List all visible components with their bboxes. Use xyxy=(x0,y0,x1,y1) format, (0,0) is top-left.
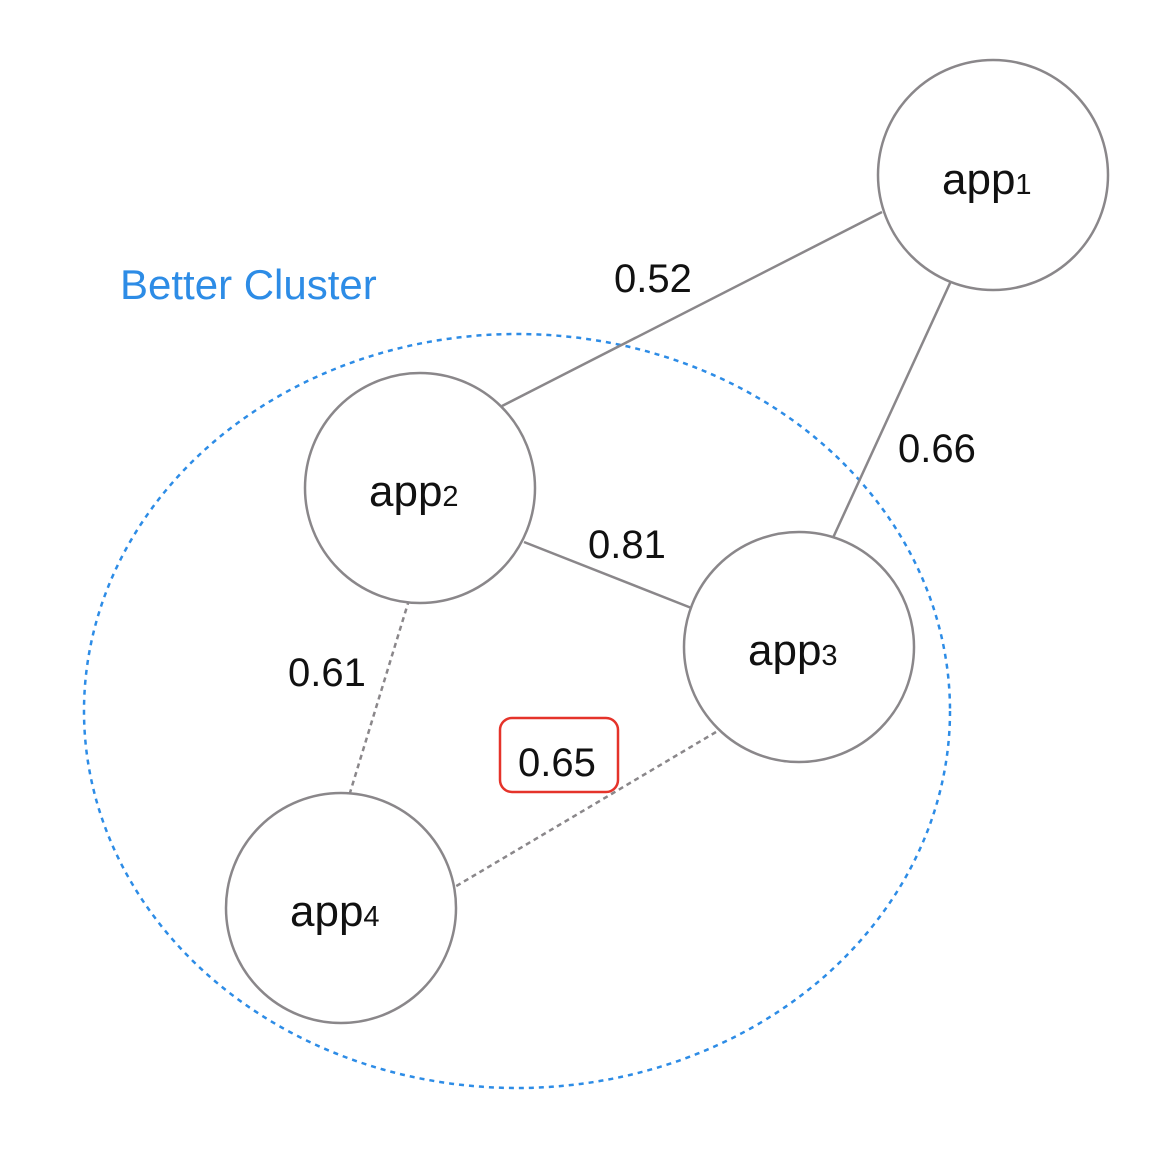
edge-app2-app4 xyxy=(347,599,411,797)
node-app2-subscript: 2 xyxy=(442,481,458,513)
svg-text:app1: app1 xyxy=(942,155,1032,204)
node-app1: app1 xyxy=(876,58,1110,292)
edge-app2-app3 xyxy=(523,540,695,611)
weight-app1-app3: 0.66 xyxy=(898,427,976,471)
node-app4-label: app xyxy=(290,887,363,936)
node-app4: app4 xyxy=(224,791,458,1025)
node-app1-subscript: 1 xyxy=(1015,169,1031,201)
weight-app1-app2: 0.52 xyxy=(614,257,692,301)
better-cluster-boundary xyxy=(82,332,952,1090)
edge-app1-app3 xyxy=(830,280,953,541)
weight-app2-app3: 0.81 xyxy=(588,523,666,567)
node-app2: app2 xyxy=(303,371,537,605)
svg-text:app2: app2 xyxy=(369,467,459,516)
node-app1-label: app xyxy=(942,155,1015,204)
weight-app2-app4: 0.61 xyxy=(288,651,366,695)
svg-text:app3: app3 xyxy=(748,626,838,675)
svg-text:app4: app4 xyxy=(290,887,380,936)
node-app4-subscript: 4 xyxy=(363,901,379,933)
cluster-label: Better Cluster xyxy=(120,261,377,308)
highlight-box xyxy=(498,716,620,794)
edge-app3-app4 xyxy=(452,730,717,890)
edge-app1-app2 xyxy=(501,210,883,408)
weight-app3-app4: 0.65 xyxy=(518,741,596,785)
node-app3: app3 xyxy=(682,530,916,764)
node-app3-label: app xyxy=(748,626,821,675)
node-app2-label: app xyxy=(369,467,442,516)
node-app3-subscript: 3 xyxy=(821,640,837,672)
